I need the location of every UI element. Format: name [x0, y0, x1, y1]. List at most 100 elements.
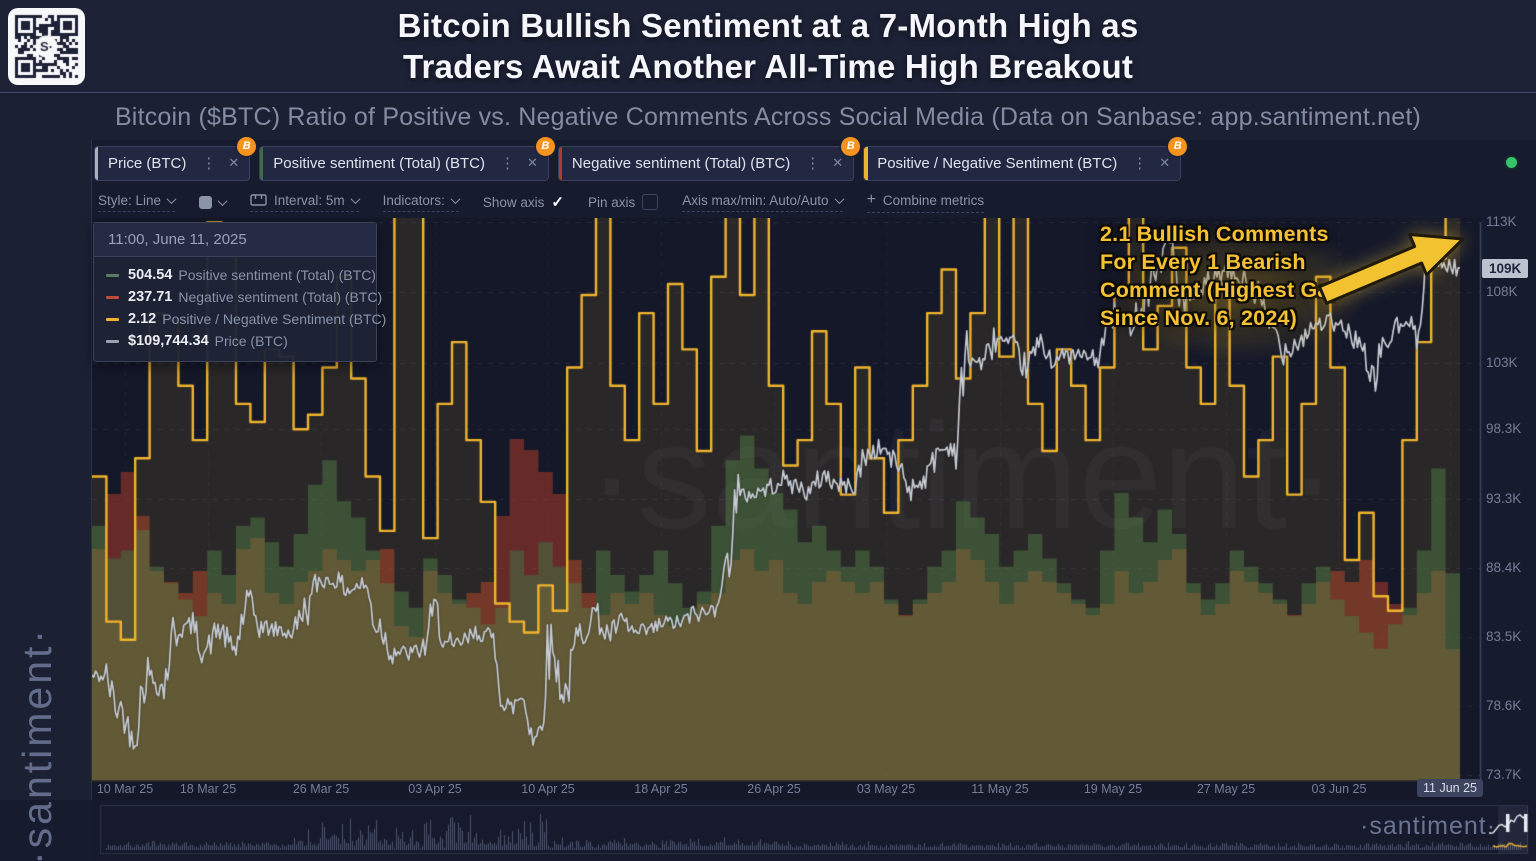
combine-metrics-button[interactable]: + Combine metrics — [866, 191, 985, 213]
axis-maxmin-selector[interactable]: Axis max/min: Auto/Auto — [682, 192, 845, 212]
axis-maxmin-label: Axis max/min: Auto/Auto — [682, 192, 829, 208]
tab-options-icon[interactable]: ⋮ — [1132, 155, 1148, 172]
y-axis-tick: 83.5K — [1486, 629, 1522, 645]
tab-positive-negative-ratio[interactable]: Positive / Negative Sentiment (BTC) ⋮ ✕ … — [863, 136, 1188, 181]
annotation-arrow-icon — [1318, 233, 1465, 305]
tooltip-value: 237.71 — [128, 289, 173, 305]
checkbox-checked-icon[interactable]: ✓ — [551, 194, 564, 211]
chart-workspace: Price (BTC) ⋮ ✕ B Positive sentiment (To… — [92, 136, 1536, 861]
bitcoin-icon: B — [237, 136, 257, 156]
chevron-down-icon — [350, 193, 361, 204]
tab-accent-bar — [864, 146, 869, 180]
connection-status-dot — [1506, 157, 1517, 168]
timeline-navigator[interactable]: ·santiment· — [92, 800, 1536, 861]
annotation-text: 2.1 Bullish Comments — [1100, 222, 1329, 246]
bitcoin-icon: B — [841, 136, 861, 156]
chevron-down-icon — [834, 193, 845, 204]
tab-close-icon[interactable]: ✕ — [228, 155, 240, 170]
metric-tabs-row: Price (BTC) ⋮ ✕ B Positive sentiment (To… — [94, 136, 1532, 183]
chart-tooltip: 11:00, June 11, 2025 504.54 Positive sen… — [93, 222, 386, 362]
pin-axis-label: Pin axis — [587, 194, 636, 210]
chart-toolbar: Style: Line Interval: 5m Indicators: — [98, 190, 985, 214]
annotation-text: For Every 1 Bearish — [1100, 250, 1306, 274]
timeline-canvas[interactable] — [92, 800, 1536, 861]
x-axis-tick: 19 May 25 — [1083, 782, 1143, 796]
tab-options-icon[interactable]: ⋮ — [499, 155, 515, 172]
tooltip-row: 2.12 Positive / Negative Sentiment (BTC) — [106, 311, 386, 327]
series-dash-icon — [106, 317, 119, 321]
y-axis-tick: 98.3K — [1486, 420, 1522, 436]
bitcoin-icon: B — [1168, 136, 1188, 156]
interval-icon — [250, 194, 267, 206]
y-axis-tick: 93.3K — [1486, 491, 1522, 507]
series-dash-icon — [106, 339, 119, 343]
tooltip-value: 2.12 — [128, 311, 157, 327]
annotation-text: Since Nov. 6, 2024) — [1100, 306, 1297, 330]
bitcoin-icon: B — [535, 136, 555, 156]
x-axis-tick: 18 Mar 25 — [179, 782, 237, 796]
tooltip-row: 237.71 Negative sentiment (Total) (BTC) — [106, 289, 382, 305]
color-swatch — [199, 195, 213, 209]
header: Bitcoin Bullish Sentiment at a 7-Month H… — [0, 0, 1536, 93]
santiment-wordmark-vertical: ·santiment· — [14, 626, 60, 861]
style-label: Style: Line — [98, 192, 162, 208]
x-axis-tick: 11 May 25 — [971, 782, 1029, 796]
style-selector[interactable]: Style: Line — [98, 192, 177, 212]
subtitle-bar: Bitcoin ($BTC) Ratio of Positive vs. Neg… — [0, 94, 1536, 140]
tab-close-icon[interactable]: ✕ — [526, 155, 538, 170]
qr-code — [8, 8, 85, 85]
y-axis-tick: 103K — [1486, 354, 1518, 370]
interval-label: Interval: 5m — [274, 192, 345, 208]
tab-options-icon[interactable]: ⋮ — [201, 155, 217, 172]
tooltip-label: Positive sentiment (Total) (BTC) — [178, 267, 376, 283]
x-axis-tick: 10 Mar 25 — [96, 782, 154, 796]
chart-subtitle: Bitcoin ($BTC) Ratio of Positive vs. Neg… — [114, 103, 1422, 131]
y-axis-tick: 73.7K — [1486, 766, 1522, 782]
tab-close-icon[interactable]: ✕ — [1159, 155, 1171, 170]
page-title-line1: Bitcoin Bullish Sentiment at a 7-Month H… — [397, 7, 1139, 44]
tab-accent-bar — [260, 146, 264, 180]
x-axis-tick: 26 Mar 25 — [292, 782, 350, 796]
x-axis-tick: 03 Apr 25 — [408, 782, 462, 796]
pin-axis-toggle[interactable]: Pin axis — [587, 194, 659, 210]
series-dash-icon — [106, 273, 119, 277]
checkbox-unchecked-icon[interactable] — [642, 194, 659, 210]
tab-label: Positive sentiment (Total) (BTC) — [273, 154, 485, 172]
chevron-down-icon — [450, 193, 461, 204]
chevron-down-icon — [217, 195, 228, 206]
tab-label: Negative sentiment (Total) (BTC) — [571, 154, 791, 172]
show-axis-toggle[interactable]: Show axis ✓ — [483, 193, 564, 211]
indicators-selector[interactable]: Indicators: — [382, 192, 461, 212]
tooltip-timestamp: 11:00, June 11, 2025 — [94, 223, 376, 257]
tooltip-row: $109,744.34 Price (BTC) — [106, 333, 364, 349]
tooltip-label: Positive / Negative Sentiment (BTC) — [162, 311, 387, 327]
tab-price-btc[interactable]: Price (BTC) ⋮ ✕ B — [94, 136, 257, 181]
tab-negative-sentiment[interactable]: Negative sentiment (Total) (BTC) ⋮ ✕ B — [557, 136, 861, 181]
tab-accent-bar — [95, 146, 98, 180]
qr-code-canvas — [12, 12, 81, 81]
tooltip-label: Negative sentiment (Total) (BTC) — [178, 289, 383, 305]
tab-close-icon[interactable]: ✕ — [832, 155, 844, 170]
x-axis-tick: 26 Apr 25 — [747, 782, 801, 796]
y-axis-tick: 78.6K — [1486, 698, 1522, 713]
x-axis-tick: 18 Apr 25 — [634, 782, 688, 796]
tooltip-value: $109,744.34 — [128, 333, 209, 349]
tab-positive-sentiment[interactable]: Positive sentiment (Total) (BTC) ⋮ ✕ B — [259, 136, 555, 181]
interval-selector[interactable]: Interval: 5m — [250, 192, 361, 212]
tooltip-label: Price (BTC) — [214, 333, 288, 349]
x-axis-tick: 03 Jun 25 — [1311, 782, 1367, 796]
indicators-label: Indicators: — [382, 192, 445, 208]
show-axis-label: Show axis — [482, 194, 545, 210]
y-axis-tick: 113K — [1486, 214, 1517, 229]
x-axis-tick: 03 May 25 — [856, 782, 916, 796]
combine-metrics-label: Combine metrics — [882, 192, 985, 208]
tab-options-icon[interactable]: ⋮ — [805, 155, 821, 172]
chevron-down-icon — [166, 193, 177, 204]
color-swatch-selector[interactable] — [199, 195, 228, 209]
plus-icon: + — [866, 191, 876, 208]
tab-accent-bar — [558, 146, 562, 180]
y-axis-tick: 88.4K — [1486, 560, 1522, 576]
x-axis-tick: 10 Apr 25 — [521, 782, 575, 796]
series-dash-icon — [106, 295, 119, 299]
